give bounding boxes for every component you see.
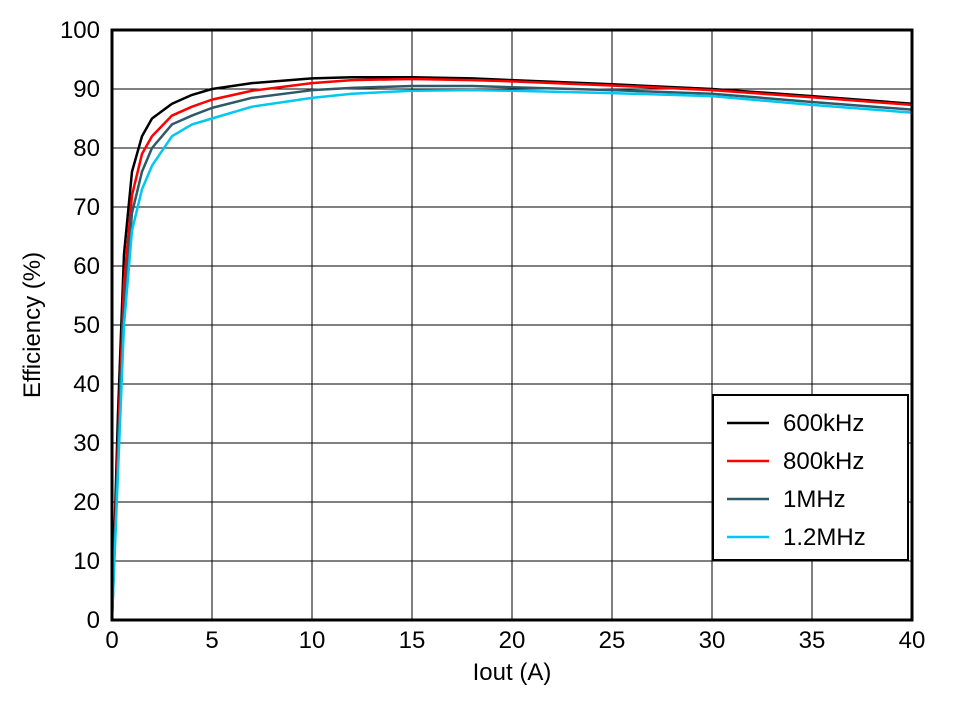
legend-label: 1.2MHz bbox=[783, 524, 866, 551]
y-tick-label: 70 bbox=[73, 194, 100, 221]
efficiency-chart: 0 5 10 15 20 25 30 35 40 0 10 20 30 40 50 60 70 80 90 100 Io… bbox=[0, 0, 956, 701]
x-tick-label: 40 bbox=[899, 627, 926, 654]
x-tick-label: 30 bbox=[699, 627, 726, 654]
y-tick-label: 80 bbox=[73, 135, 100, 162]
y-tick-label: 50 bbox=[73, 312, 100, 339]
x-tick-label: 20 bbox=[499, 627, 526, 654]
legend-label: 800kHz bbox=[783, 448, 864, 475]
y-tick-label: 40 bbox=[73, 371, 100, 398]
x-tick-label: 5 bbox=[205, 627, 218, 654]
y-tick-label: 0 bbox=[87, 607, 100, 634]
x-tick-label: 25 bbox=[599, 627, 626, 654]
y-axis-label: Efficiency (%) bbox=[19, 252, 46, 398]
x-tick-label: 15 bbox=[399, 627, 426, 654]
x-axis-label: Iout (A) bbox=[473, 659, 552, 686]
legend-label: 600kHz bbox=[783, 410, 864, 437]
y-tick-label: 60 bbox=[73, 253, 100, 280]
y-tick-label: 20 bbox=[73, 489, 100, 516]
y-tick-label: 10 bbox=[73, 548, 100, 575]
x-tick-label: 0 bbox=[105, 627, 118, 654]
y-tick-label: 90 bbox=[73, 76, 100, 103]
legend-label: 1MHz bbox=[783, 486, 846, 513]
y-tick-label: 100 bbox=[60, 17, 100, 44]
chart-svg: 0 5 10 15 20 25 30 35 40 0 10 20 30 40 50 60 70 80 90 100 Io… bbox=[0, 0, 956, 701]
x-tick-label: 35 bbox=[799, 627, 826, 654]
x-tick-label: 10 bbox=[299, 627, 326, 654]
y-tick-label: 30 bbox=[73, 430, 100, 457]
